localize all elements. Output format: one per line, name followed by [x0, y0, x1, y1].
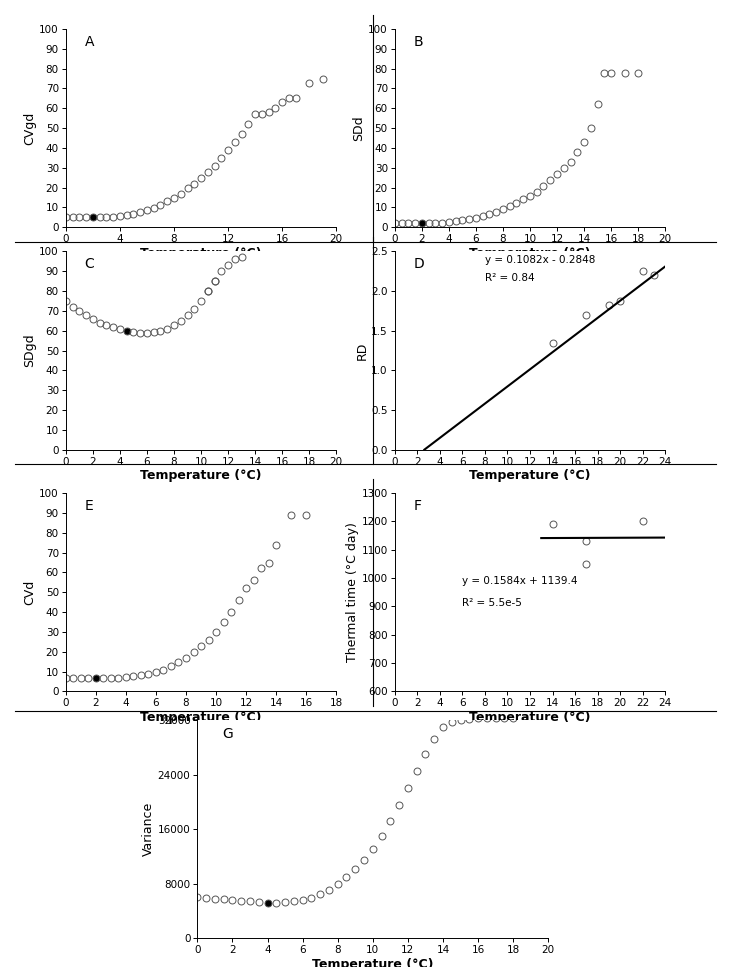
Text: y = 0.1082x - 0.2848: y = 0.1082x - 0.2848: [485, 255, 595, 265]
Text: R² = 0.84: R² = 0.84: [485, 273, 534, 282]
X-axis label: Temperature (°C): Temperature (°C): [469, 469, 591, 483]
Y-axis label: RD: RD: [355, 341, 368, 360]
Y-axis label: CVd: CVd: [23, 579, 37, 605]
Text: R² = 5.5e-5: R² = 5.5e-5: [463, 599, 522, 608]
Y-axis label: SDgd: SDgd: [23, 334, 37, 367]
Text: G: G: [222, 727, 232, 741]
Y-axis label: Thermal time (°C day): Thermal time (°C day): [346, 522, 359, 662]
Text: A: A: [85, 35, 94, 49]
Text: y = 0.1584x + 1139.4: y = 0.1584x + 1139.4: [463, 575, 578, 586]
Y-axis label: Variance: Variance: [142, 802, 155, 857]
Y-axis label: CVgd: CVgd: [23, 111, 37, 145]
Text: C: C: [85, 257, 94, 272]
Text: F: F: [414, 499, 422, 513]
Text: D: D: [414, 257, 425, 272]
X-axis label: Temperature (°C): Temperature (°C): [469, 711, 591, 724]
X-axis label: Temperature (°C): Temperature (°C): [140, 711, 262, 724]
X-axis label: Temperature (°C): Temperature (°C): [140, 247, 262, 260]
X-axis label: Temperature (°C): Temperature (°C): [140, 469, 262, 483]
X-axis label: Temperature (°C): Temperature (°C): [469, 247, 591, 260]
Text: B: B: [414, 35, 423, 49]
X-axis label: Temperature (°C): Temperature (°C): [312, 957, 433, 967]
Y-axis label: SDd: SDd: [352, 115, 366, 141]
Text: E: E: [85, 499, 94, 513]
